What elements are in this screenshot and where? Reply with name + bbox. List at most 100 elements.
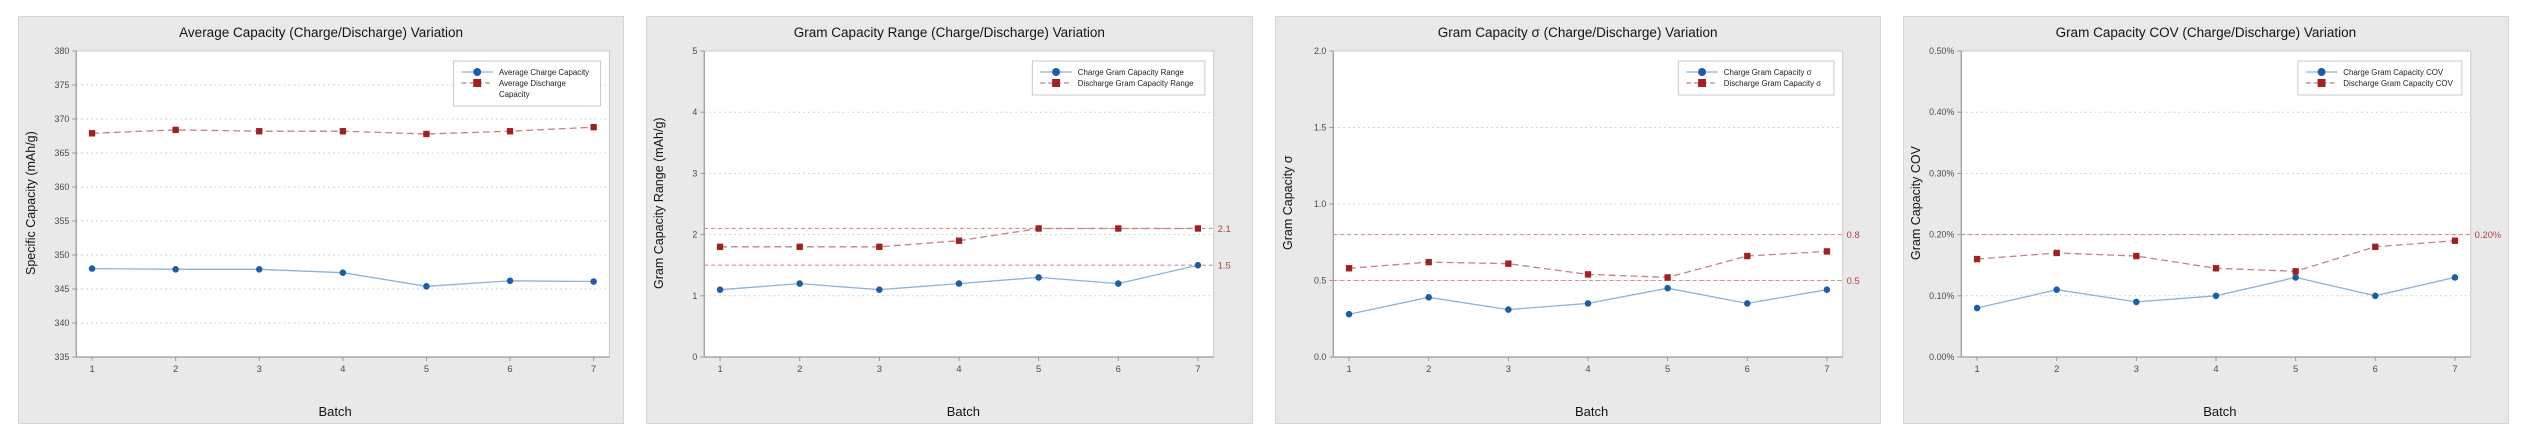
- legend-label: Discharge Gram Capacity σ: [1723, 79, 1820, 88]
- legend-item-discharge: Discharge Gram Capacity Range: [1040, 79, 1194, 88]
- y-tick-label: 0.00%: [1929, 352, 1954, 362]
- x-tick-label: 4: [957, 364, 962, 375]
- x-tick-label: 6: [2372, 364, 2377, 375]
- y-tick-label: 365: [55, 148, 70, 158]
- data-point-charge: [1663, 284, 1671, 292]
- x-tick-label: 4: [2213, 364, 2218, 375]
- data-point-charge: [1345, 310, 1352, 318]
- y-tick-label: 0.40%: [1929, 107, 1954, 117]
- chart-plot-gram-capacity-sigma: 0.0 0.5 1.0 1.5 2.0 1 2 3 4 5 6 7 0.8 0.5 Charge Gram …: [1313, 46, 1859, 375]
- x-tick-label: 7: [591, 364, 596, 375]
- data-point-discharge: [1195, 225, 1202, 232]
- y-tick-label: 0.10%: [1929, 291, 1954, 301]
- x-tick-label: 3: [877, 364, 882, 375]
- data-point-discharge: [590, 123, 597, 131]
- x-axis-ticks: 1 2 3 4 5 6 7: [1974, 357, 2457, 375]
- y-tick-label: 1: [693, 291, 698, 301]
- y-tick-label: 370: [55, 114, 70, 124]
- reference-line-label: 0.20%: [2474, 230, 2501, 241]
- data-point-charge: [255, 265, 263, 273]
- series-charge: [88, 265, 597, 290]
- data-point-discharge: [1743, 252, 1750, 260]
- x-tick-label: 5: [424, 364, 429, 375]
- x-tick-label: 1: [1346, 364, 1351, 375]
- reference-line: 0.5: [1332, 276, 1859, 287]
- data-point-charge: [955, 280, 963, 287]
- x-tick-label: 6: [1744, 364, 1749, 375]
- x-axis-ticks: 1 2 3 4 5 6 7: [89, 357, 596, 375]
- chart-title: Gram Capacity σ (Charge/Discharge) Varia…: [1437, 25, 1718, 40]
- x-tick-label: 2: [1426, 364, 1431, 375]
- legend-marker-circle: [2317, 68, 2326, 76]
- data-point-discharge: [172, 126, 179, 134]
- legend-label: Charge Gram Capacity COV: [2343, 68, 2444, 77]
- chart-plot-gram-capacity-range: 0 1 2 3 4 5 1 2 3 4 5 6 7 2.1 1.5 Charge Gram Capacity …: [693, 46, 1231, 375]
- chart-card-gram-capacity-range: Gram Capacity Range (Charge/Discharge) V…: [646, 16, 1253, 424]
- y-tick-label: 0.50%: [1929, 46, 1954, 56]
- y-tick-label: 2: [693, 230, 698, 240]
- data-point-discharge: [796, 243, 804, 251]
- x-tick-label: 2: [2054, 364, 2059, 375]
- data-point-charge: [2132, 298, 2140, 306]
- data-point-discharge: [1425, 258, 1432, 266]
- legend-marker-square: [1697, 79, 1706, 87]
- data-point-charge: [339, 269, 347, 276]
- data-point-discharge: [1345, 265, 1352, 272]
- data-point-charge: [423, 282, 430, 290]
- data-point-discharge: [2292, 268, 2299, 275]
- x-tick-label: 3: [1505, 364, 1510, 375]
- x-axis-label: Batch: [946, 404, 980, 419]
- reference-line: 2.1: [704, 224, 1231, 235]
- data-point-charge: [876, 286, 883, 293]
- reference-line-label: 0.8: [1846, 230, 1859, 241]
- y-tick-label: 2.0: [1313, 46, 1325, 56]
- plot-area: [704, 50, 1215, 358]
- y-tick-label: 0.20%: [1929, 230, 1954, 240]
- x-axis-ticks: 1 2 3 4 5 6 7: [1346, 357, 1829, 375]
- x-axis-label: Batch: [318, 404, 352, 419]
- y-tick-label: 360: [55, 182, 70, 192]
- reference-line-label: 0.5: [1846, 276, 1859, 287]
- data-point-discharge: [2371, 243, 2379, 251]
- data-point-discharge: [1973, 255, 1980, 263]
- legend-item-discharge: Discharge Gram Capacity COV: [2305, 79, 2453, 88]
- y-tick-label: 380: [55, 46, 70, 56]
- data-point-discharge: [2132, 252, 2140, 260]
- legend-label: Capacity: [499, 90, 530, 99]
- y-axis-ticks: 335 340 345 350 355 360 365 370 375 380: [55, 46, 77, 362]
- data-point-charge: [2371, 292, 2379, 300]
- series-discharge: [1973, 237, 2458, 275]
- data-point-discharge: [1823, 248, 1830, 255]
- legend: Charge Gram Capacity σ Discharge Gram Cap…: [1677, 60, 1834, 96]
- series-discharge: [88, 123, 597, 138]
- chart-card-gram-capacity-sigma: Gram Capacity σ (Charge/Discharge) Varia…: [1274, 16, 1881, 424]
- gridlines: [704, 111, 1214, 297]
- legend-box: [1677, 60, 1834, 96]
- legend-label: Charge Gram Capacity σ: [1723, 68, 1811, 77]
- data-point-discharge: [1115, 225, 1122, 232]
- legend-marker-circle: [1052, 68, 1061, 76]
- legend-item-charge: Charge Gram Capacity COV: [2305, 68, 2444, 77]
- chart-title: Gram Capacity COV (Charge/Discharge) Var…: [2055, 25, 2357, 40]
- x-tick-label: 5: [1665, 364, 1670, 375]
- data-point-discharge: [2212, 265, 2219, 272]
- y-tick-label: 1.5: [1313, 122, 1325, 132]
- x-tick-label: 1: [1974, 364, 1979, 375]
- legend-item-charge: Average Charge Capacity: [461, 68, 589, 77]
- series-charge: [1973, 274, 2458, 312]
- gridlines: [76, 84, 610, 324]
- legend-label: Average Charge Capacity: [499, 68, 589, 77]
- plot-area: [1960, 50, 2471, 358]
- chart-plot-gram-capacity-cov: 0.00% 0.10% 0.20% 0.30% 0.40% 0.50% 1 2 3 4 5 6 7 0.2…: [1929, 46, 2502, 375]
- x-axis-label: Batch: [1575, 404, 1609, 419]
- series-discharge: [717, 225, 1202, 251]
- y-tick-label: 350: [55, 250, 70, 260]
- x-tick-label: 3: [2133, 364, 2138, 375]
- data-point-charge: [506, 277, 514, 285]
- data-point-discharge: [1663, 274, 1671, 281]
- x-axis-ticks: 1 2 3 4 5 6 7: [718, 357, 1201, 375]
- data-point-discharge: [1584, 271, 1591, 278]
- series-charge: [717, 261, 1202, 293]
